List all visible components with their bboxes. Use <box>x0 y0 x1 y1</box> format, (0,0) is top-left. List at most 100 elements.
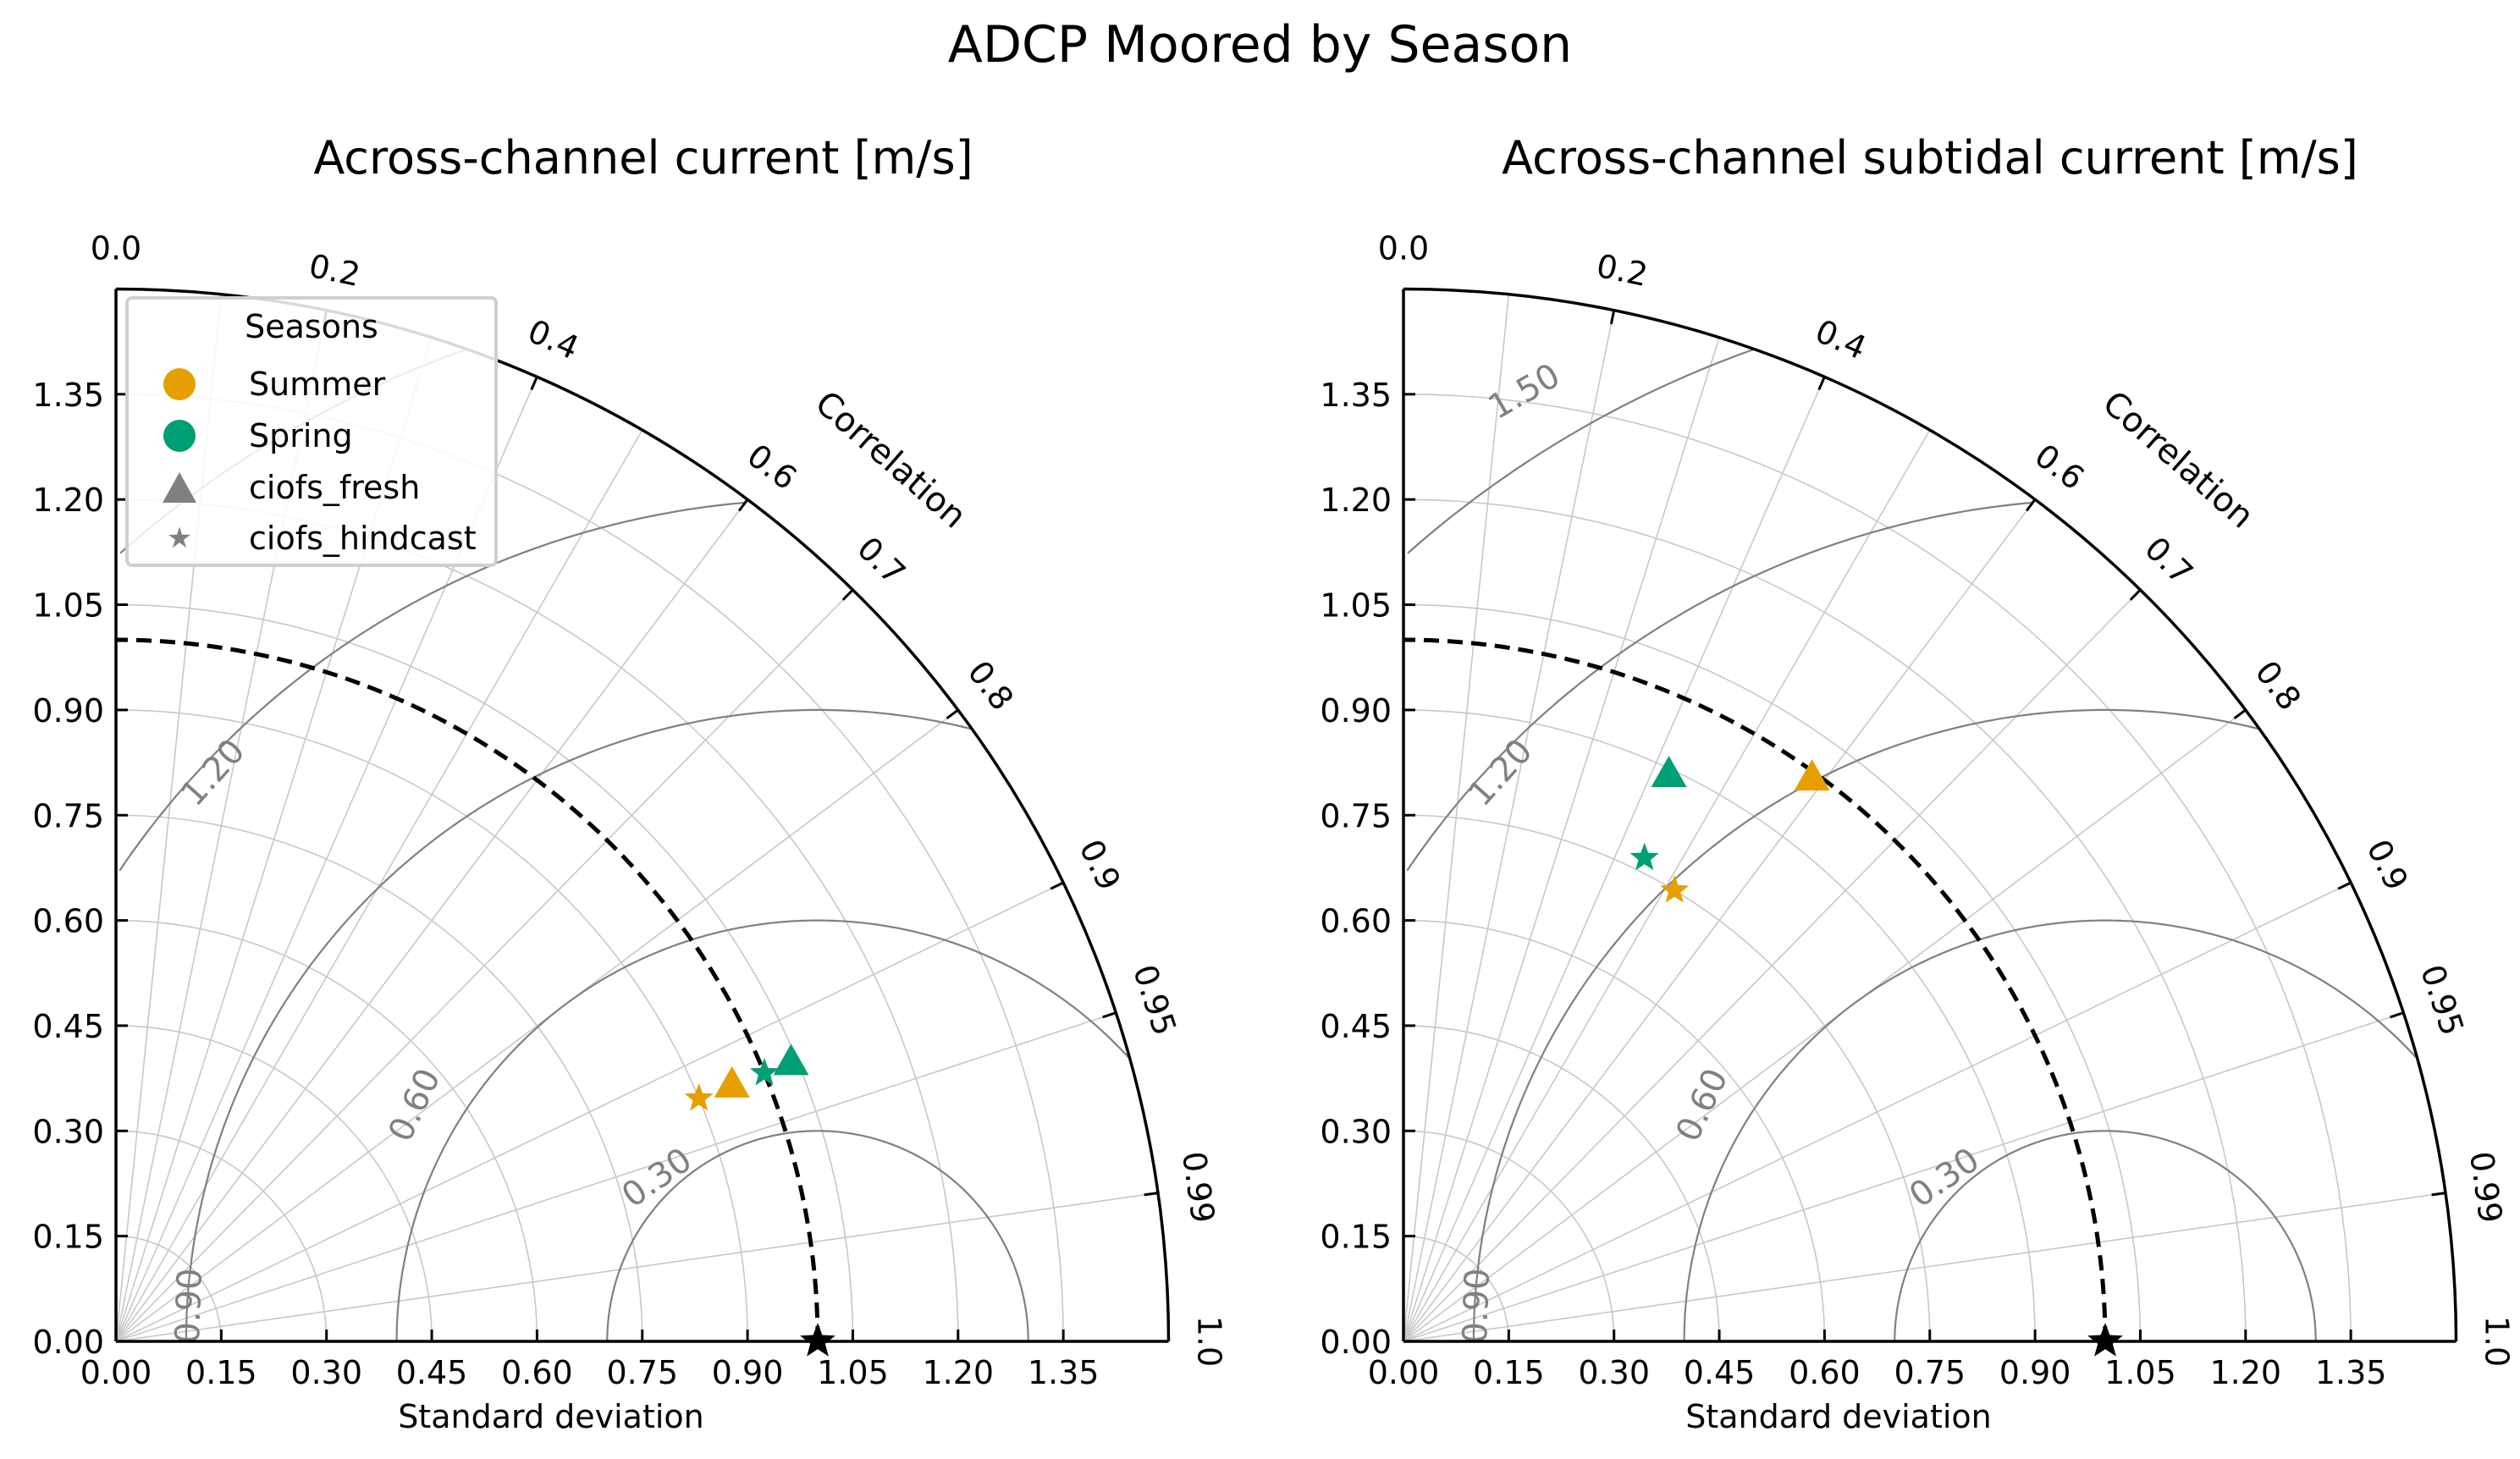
figure-suptitle: ADCP Moored by Season <box>947 15 1573 74</box>
x-tick-label: 0.45 <box>396 1354 468 1391</box>
panel-title: Across-channel subtidal current [m/s] <box>1502 131 2358 184</box>
legend-title: Seasons <box>245 308 378 345</box>
y-tick-label: 0.45 <box>1320 1008 1392 1045</box>
y-tick-label: 0.15 <box>1320 1219 1392 1256</box>
correlation-tick <box>1144 1192 1159 1197</box>
correlation-grid-line <box>115 709 959 1342</box>
correlation-grid-line <box>115 882 1064 1342</box>
std-grid-arc <box>1403 603 2142 1342</box>
point-spring-ciofs-hindcast <box>749 1058 780 1086</box>
y-tick-label: 0.75 <box>32 797 104 834</box>
correlation-grid-line <box>1403 589 2142 1342</box>
correlation-grid-line <box>115 1192 1159 1342</box>
rms-contour-label: 0.60 <box>1668 1063 1735 1148</box>
correlation-tick-label: 0.0 <box>1378 229 1429 267</box>
correlation-tick <box>2233 708 2247 720</box>
std-grid-arc <box>1403 1025 1720 1342</box>
correlation-tick-label: 0.4 <box>1810 312 1872 367</box>
y-tick-label: 0.90 <box>1320 692 1392 730</box>
correlation-tick <box>2337 881 2352 890</box>
y-tick-label: 0.45 <box>32 1008 104 1045</box>
x-tick-label: 1.05 <box>817 1354 889 1391</box>
reference-std-arc <box>115 637 820 1342</box>
reference-point <box>2087 1323 2123 1357</box>
std-grid-arc <box>115 709 748 1342</box>
circle-icon <box>163 368 196 400</box>
correlation-grid-line <box>1403 1011 2404 1342</box>
correlation-tick <box>2025 498 2037 512</box>
y-tick-label: 0.90 <box>32 692 104 730</box>
std-grid-arc <box>115 1130 328 1342</box>
outer-correlation-arc <box>1403 287 2458 1342</box>
y-tick-label: 0.60 <box>1320 903 1392 940</box>
std-grid-arc <box>1403 814 1931 1342</box>
std-grid-arc <box>115 919 538 1342</box>
correlation-tick-label: 0.99 <box>2462 1149 2509 1225</box>
correlation-grid-line <box>1403 709 2247 1342</box>
correlation-tick <box>1050 881 1064 890</box>
correlation-tick-label: 0.95 <box>1126 961 1183 1040</box>
rms-contour-label: 0.60 <box>381 1063 448 1148</box>
correlation-tick <box>841 588 854 601</box>
point-spring-ciofs-fresh <box>1651 756 1687 788</box>
std-grid-arc <box>1403 919 1826 1342</box>
correlation-tick-label: 1.0 <box>2479 1316 2516 1367</box>
correlation-grid-line <box>1403 498 2036 1342</box>
correlation-grid-line <box>115 429 643 1342</box>
x-tick-label: 0.75 <box>1894 1354 1966 1391</box>
correlation-tick-label: 0.99 <box>1175 1149 1221 1225</box>
rms-contour <box>185 708 971 1341</box>
legend-entry-spring: Spring <box>154 410 353 461</box>
y-tick-label: 0.30 <box>1320 1113 1392 1150</box>
x-tick-label: 0.15 <box>1473 1354 1545 1391</box>
x-tick-label: 0.15 <box>185 1354 257 1391</box>
std-grid-arc <box>115 1025 433 1342</box>
correlation-tick-label: 0.8 <box>2248 654 2308 718</box>
y-tick-label: 1.05 <box>32 587 104 625</box>
point-summer-ciofs-hindcast <box>1660 875 1690 903</box>
y-tick-label: 1.20 <box>32 482 104 519</box>
star-icon: ★ <box>166 521 193 555</box>
correlation-tick-label: 0.9 <box>1072 834 1128 896</box>
reference-std-arc <box>1403 637 2108 1342</box>
x-tick-label: 1.20 <box>922 1354 994 1391</box>
panel-title: Across-channel current [m/s] <box>313 131 973 184</box>
x-tick-label: 1.35 <box>2315 1354 2387 1391</box>
y-tick-label: 1.20 <box>1320 482 1392 519</box>
x-tick-label: 0.30 <box>1578 1354 1650 1391</box>
point-spring-ciofs-hindcast <box>1629 842 1659 871</box>
correlation-tick-label: 0.0 <box>91 229 141 267</box>
x-tick-label: 0.30 <box>290 1354 362 1391</box>
x-axis-label: Standard deviation <box>398 1398 704 1435</box>
y-tick-label: 1.35 <box>1320 377 1392 414</box>
correlation-grid-line <box>1403 294 1510 1342</box>
correlation-grid-line <box>1403 310 1615 1342</box>
std-grid-arc <box>1403 498 2247 1342</box>
legend-label: ciofs_hindcast <box>249 520 477 557</box>
y-tick-label: 0.30 <box>32 1113 104 1150</box>
correlation-tick <box>1609 310 1616 325</box>
x-tick-label: 1.20 <box>2209 1354 2281 1391</box>
correlation-axis-label: Correlation <box>808 383 973 536</box>
correlation-tick <box>737 498 749 512</box>
correlation-tick-label: 1.0 <box>1191 1316 1228 1367</box>
correlation-tick <box>2390 1011 2404 1019</box>
rms-contour-label: 1.20 <box>174 732 253 814</box>
correlation-grid-line <box>115 1011 1117 1342</box>
correlation-tick <box>1817 376 1826 391</box>
legend: Seasons Summer Spring ciofs_fresh ★ ciof… <box>125 296 498 567</box>
y-tick-label: 0.60 <box>32 903 104 940</box>
triangle-icon <box>163 472 196 503</box>
point-spring-ciofs-fresh <box>773 1043 809 1076</box>
y-tick-label: 0.15 <box>32 1219 104 1256</box>
correlation-grid-line <box>115 498 748 1342</box>
rms-contour-label: 0.90 <box>168 1268 210 1345</box>
x-tick-label: 0.90 <box>712 1354 784 1391</box>
x-tick-label: 0.60 <box>501 1354 573 1391</box>
correlation-tick-label: 0.6 <box>2028 437 2092 497</box>
correlation-tick-label: 0.8 <box>961 654 1021 718</box>
y-tick-label: 0.00 <box>1320 1324 1392 1361</box>
legend-entry-ciofs-hindcast: ★ ciofs_hindcast <box>154 513 477 564</box>
y-tick-label: 1.05 <box>1320 587 1392 625</box>
